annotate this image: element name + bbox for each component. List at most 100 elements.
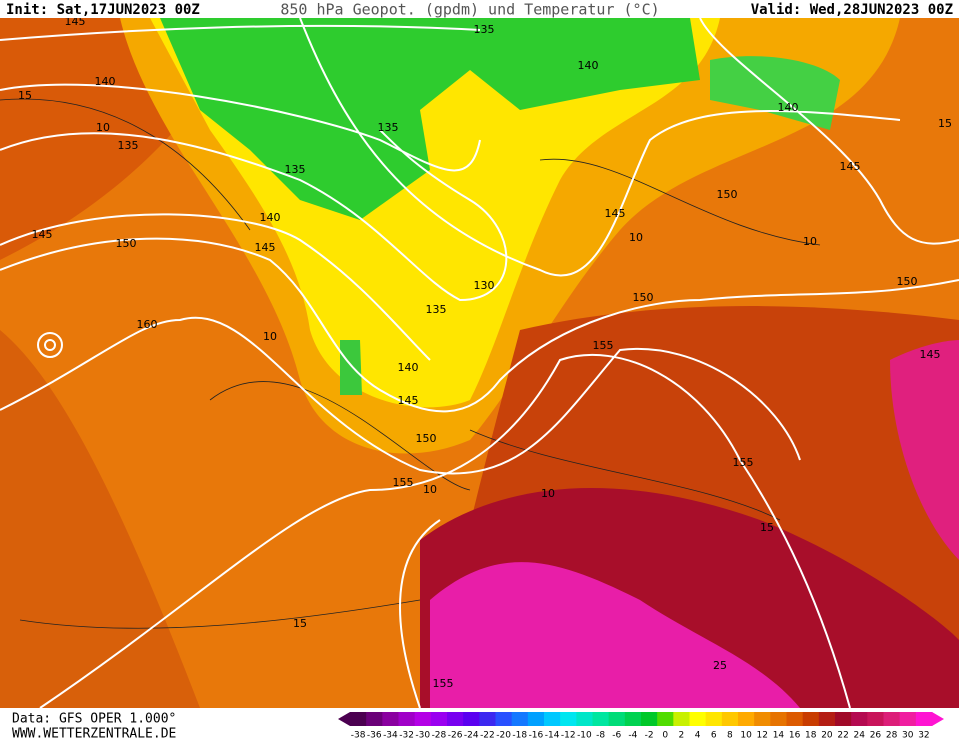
low-center bbox=[37, 332, 63, 358]
contour-label: 140 bbox=[398, 361, 419, 374]
map-title: 850 hPa Geopot. (gpdm) und Temperatur (°… bbox=[280, 1, 659, 19]
colorbar-swatch bbox=[657, 712, 674, 726]
colorbar-label: -18 bbox=[512, 731, 527, 741]
colorbar-swatch bbox=[624, 712, 642, 726]
warm-area bbox=[0, 330, 200, 708]
colorbar-swatch bbox=[511, 712, 529, 726]
colorbar-label: -20 bbox=[496, 731, 511, 741]
contour-label: 150 bbox=[717, 188, 738, 201]
contour-label: 150 bbox=[416, 432, 437, 445]
contour-label: 135 bbox=[285, 163, 306, 176]
colorbar-swatch bbox=[495, 712, 513, 726]
colorbar-swatch bbox=[689, 712, 707, 726]
contour-label: 135 bbox=[378, 121, 399, 134]
colorbar: -38 -36 -34 -32 -30 -28 -26 -24 -22 -20 -18 -16 -14-… bbox=[338, 712, 944, 741]
contour-label: 140 bbox=[578, 59, 599, 72]
temperature-contour bbox=[0, 98, 821, 629]
contour-labels: 145 135 140 140 15 10 135 135 140 15 145 135 140 150 1… bbox=[18, 15, 952, 690]
contour-label: 145 bbox=[255, 241, 276, 254]
colorbar-label: -12 bbox=[561, 731, 576, 741]
colorbar-label: 6 bbox=[711, 731, 717, 741]
colorbar-swatch bbox=[398, 712, 416, 726]
colorbar-swatch bbox=[770, 712, 787, 726]
contour-label: 135 bbox=[426, 303, 447, 316]
colorbar-label: 2 bbox=[679, 731, 685, 741]
colorbar-swatch bbox=[560, 712, 577, 726]
colorbar-swatch bbox=[447, 712, 464, 726]
colorbar-swatch bbox=[608, 712, 626, 726]
colorbar-label: -14 bbox=[545, 731, 560, 741]
contour-label: 145 bbox=[840, 160, 861, 173]
colorbar-label: -4 bbox=[628, 731, 637, 741]
contour-label: 10 bbox=[96, 121, 110, 134]
colorbar-label: -26 bbox=[448, 731, 463, 741]
very-hot-area bbox=[430, 562, 800, 708]
colorbar-label: -22 bbox=[480, 731, 495, 741]
contour-label: 145 bbox=[65, 15, 86, 28]
colorbar-label: 22 bbox=[837, 731, 848, 741]
colorbar-label: -2 bbox=[645, 731, 654, 741]
colorbar-label: 16 bbox=[789, 731, 801, 741]
colorbar-arrow bbox=[932, 712, 944, 726]
contour-label: 145 bbox=[398, 394, 419, 407]
colorbar-label: -30 bbox=[415, 731, 430, 741]
colorbar-swatch bbox=[641, 712, 658, 726]
contour-label: 135 bbox=[118, 139, 139, 152]
colorbar-swatch bbox=[721, 712, 739, 726]
colorbar-swatch bbox=[350, 712, 367, 726]
contour-label: 140 bbox=[95, 75, 116, 88]
colorbar-label: 12 bbox=[757, 731, 768, 741]
contour-label: 130 bbox=[474, 279, 495, 292]
colorbar-label: 26 bbox=[870, 731, 882, 741]
colorbar-label: -32 bbox=[399, 731, 414, 741]
contour-label: 150 bbox=[897, 275, 918, 288]
colorbar-swatch bbox=[430, 712, 448, 726]
header-bar bbox=[0, 0, 959, 18]
colorbar-swatch bbox=[851, 712, 868, 726]
init-time: Init: Sat,17JUN2023 00Z bbox=[6, 2, 200, 18]
colorbar-label: -34 bbox=[383, 731, 398, 741]
colorbar-swatch bbox=[883, 712, 901, 726]
very-hot-area bbox=[890, 340, 959, 560]
colorbar-label: -16 bbox=[529, 731, 544, 741]
colorbar-swatch bbox=[705, 712, 723, 726]
colorbar-swatch bbox=[899, 712, 917, 726]
data-source: Data: GFS OPER 1.000° bbox=[12, 712, 176, 727]
colorbar-label: -6 bbox=[612, 731, 621, 741]
contour-label: 15 bbox=[18, 89, 32, 102]
contour-label: 10 bbox=[803, 235, 817, 248]
contour-label: 140 bbox=[260, 211, 281, 224]
colorbar-swatch bbox=[592, 712, 610, 726]
contour-label: 155 bbox=[433, 677, 454, 690]
geopotential-contour bbox=[0, 17, 959, 709]
colorbar-label: 0 bbox=[662, 731, 668, 741]
contour-label: 15 bbox=[293, 617, 307, 630]
colorbar-label: 30 bbox=[902, 731, 914, 741]
contour-label: 155 bbox=[393, 476, 414, 489]
contour-label: 10 bbox=[629, 231, 643, 244]
map: 145 135 140 140 15 10 135 135 140 15 145 135 140 150 1… bbox=[0, 15, 959, 709]
contour-label: 160 bbox=[137, 318, 158, 331]
colorbar-swatch bbox=[754, 712, 771, 726]
colorbar-swatch bbox=[835, 712, 852, 726]
low-center bbox=[44, 339, 56, 351]
colorbar-label: -38 bbox=[351, 731, 366, 741]
colorbar-label: -10 bbox=[577, 731, 592, 741]
colorbar-swatch bbox=[382, 712, 399, 726]
contour-label: 10 bbox=[263, 330, 277, 343]
contour-label: 140 bbox=[778, 101, 799, 114]
contour-label: 15 bbox=[938, 117, 952, 130]
cold-area bbox=[340, 340, 362, 395]
colorbar-swatch bbox=[786, 712, 804, 726]
contour-label: 145 bbox=[920, 348, 941, 361]
colorbar-label: 10 bbox=[740, 731, 752, 741]
contour-label: 150 bbox=[633, 291, 654, 304]
colorbar-swatch bbox=[366, 712, 383, 726]
colorbar-swatch bbox=[544, 712, 561, 726]
contour-label: 10 bbox=[423, 483, 437, 496]
colorbar-label: -24 bbox=[464, 731, 479, 741]
valid-time: Valid: Wed,28JUN2023 00Z bbox=[751, 2, 953, 18]
colorbar-label: 14 bbox=[773, 731, 785, 741]
colorbar-label: 32 bbox=[918, 731, 929, 741]
colorbar-swatch bbox=[576, 712, 593, 726]
